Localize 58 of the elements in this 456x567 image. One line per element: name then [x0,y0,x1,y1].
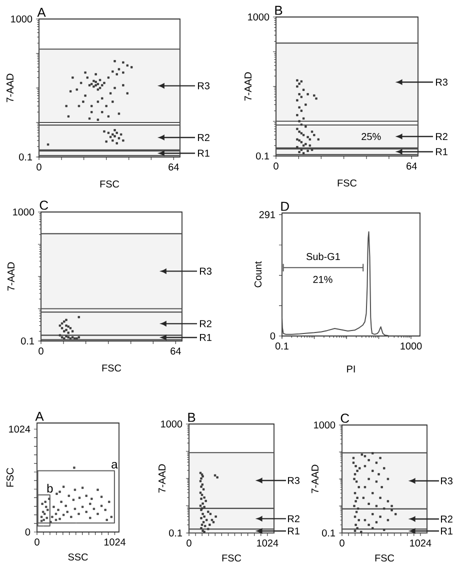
band-label: R1 [441,528,452,534]
y-axis-title: FSC [6,468,14,487]
series-label: b [47,484,53,493]
chart-title: C [40,200,48,210]
band-label: R1 [200,334,212,341]
y-tick-label: 0.1 [19,153,32,161]
y-tick-label: 0 [25,528,30,536]
band-label: R3 [288,476,300,484]
x-tick-label: 1024 [104,538,126,546]
band-label: R1 [288,528,300,534]
x-tick-label: 64 [170,348,181,355]
band-label: R1 [198,150,210,157]
x-axis-title: PI [347,366,355,372]
band-label: R1 [436,148,448,156]
y-axis-title: 7-AAD [158,464,166,493]
y-axis-title: Count [254,261,262,288]
y-tick-label: 0.1 [256,152,270,160]
chart-title: A [35,412,44,421]
band-label: R3 [200,268,212,275]
y-tick-label: 1000 [13,208,34,216]
x-tick-label: 1024 [410,540,432,547]
band-label: R2 [200,320,212,328]
chart-title: B [188,412,196,422]
band-label: R3 [436,78,448,86]
x-tick-label: 64 [406,162,417,170]
series-label: Sub-G1 [306,252,340,260]
x-tick-label: 64 [168,164,179,171]
x-axis-title: FSC [338,179,357,187]
band-label: R2 [436,133,448,140]
y-axis-title: 7-AAD [8,262,14,291]
annotation: 25% [362,133,381,140]
y-axis-title: 7-AAD [312,464,318,494]
x-tick-label: 0 [34,538,40,546]
x-axis-title: FSC [375,554,394,562]
y-tick-label: 0.1 [21,337,34,345]
y-tick-label: 1000 [11,15,32,23]
band-label: R3 [441,477,453,484]
y-axis-title: 7-AAD [6,74,14,102]
chart-title: A [37,8,46,17]
y-tick-label: 291 [259,211,276,218]
annotation: 21% [313,276,332,283]
chart-title: B [275,6,282,15]
x-axis-title: FSC [222,554,242,562]
y-tick-label: 1024 [9,426,30,433]
band-label: R2 [288,515,300,522]
x-tick-label: 0 [186,540,192,547]
x-axis-title: FSC [100,180,120,188]
x-axis-title: SSC [68,553,88,561]
band-label: R2 [441,516,452,522]
y-axis-title: 7-AAD [244,72,252,101]
band-label: R2 [198,134,210,142]
x-tick-label: 0 [36,164,42,171]
chart-title: D [281,202,289,211]
series-label: a [112,462,118,469]
x-axis-title: FSC [102,364,122,372]
x-tick-label: 0 [340,540,344,547]
band-label: R3 [198,82,210,90]
chart-title: C [340,414,350,423]
